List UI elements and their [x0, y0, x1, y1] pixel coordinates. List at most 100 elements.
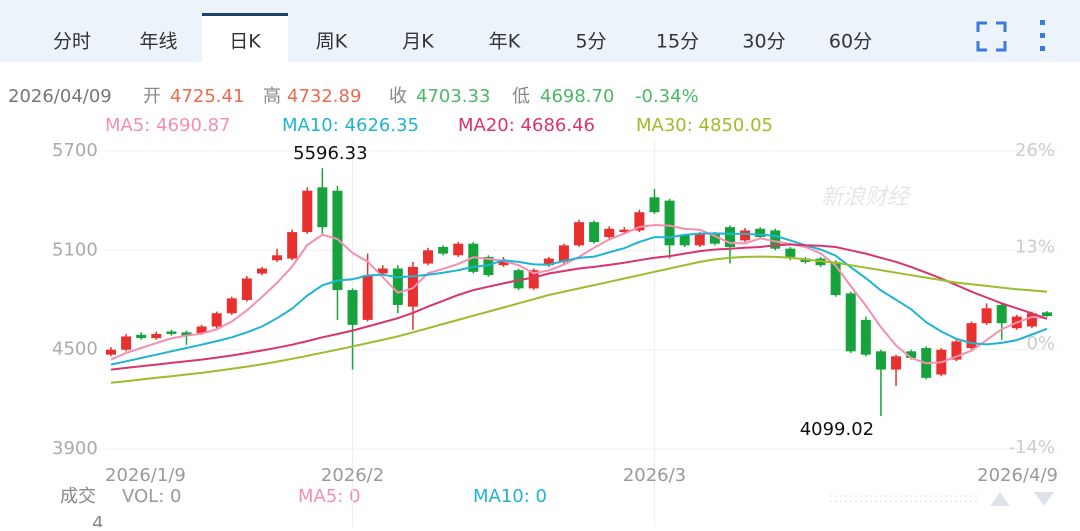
y2-tick-label: 0% [1026, 333, 1055, 354]
candle-body [106, 349, 116, 355]
y2-tick-label: -14% [1008, 437, 1055, 458]
candle-body [694, 233, 705, 246]
candle-body [755, 228, 766, 238]
quote-label: 高 [263, 86, 281, 107]
candle-body [679, 235, 690, 246]
tab[interactable]: 30分 [742, 31, 785, 53]
candle-body [649, 197, 660, 213]
fullscreen-icon[interactable] [976, 21, 1007, 52]
volume-value: VOL: 0 [122, 486, 181, 507]
quote-value: 4703.33 [416, 86, 490, 107]
y-tick-label: 5100 [52, 239, 98, 260]
x-tick-label: 2026/3 [623, 465, 686, 486]
tab[interactable]: 分时 [53, 31, 91, 53]
candle-body [966, 323, 977, 349]
candle-body [589, 222, 600, 243]
legend-entry: MA30: 4850.05 [636, 115, 773, 136]
tab[interactable]: 5分 [575, 31, 606, 53]
grid [105, 140, 1058, 527]
active-tab-border [202, 13, 288, 16]
quote-label: 低 [512, 86, 530, 107]
x-tick-label: 2026/4/9 [977, 465, 1058, 486]
tab[interactable]: 15分 [656, 31, 699, 53]
candle-body [121, 336, 132, 350]
candle-body [634, 212, 645, 231]
candle-body [438, 246, 449, 254]
candle-body [951, 341, 962, 360]
candle-body [770, 230, 781, 249]
candle-body [332, 190, 343, 291]
candle-body [453, 243, 464, 256]
candle-body [996, 304, 1007, 324]
candle-body [392, 268, 403, 305]
candle-body [302, 190, 313, 233]
y2-tick-label: 13% [1015, 237, 1055, 258]
candle-body [196, 326, 207, 334]
volume-ma5: MA5: 0 [298, 486, 361, 507]
y2-tick-label: 26% [1015, 140, 1055, 161]
candle-body [906, 351, 917, 358]
volume-label: 成交 [60, 486, 96, 507]
active-tab [202, 13, 288, 62]
candle-body [830, 261, 841, 296]
quote-label: 开 [143, 86, 161, 107]
legend-entry: MA5: 4690.87 [105, 115, 231, 136]
tab[interactable]: 日K [229, 31, 261, 53]
x-tick-label: 2026/1/9 [105, 465, 186, 486]
candle-body [619, 229, 630, 233]
tab[interactable]: 年K [489, 31, 521, 53]
candle-body [256, 268, 267, 274]
candle-body [377, 268, 388, 274]
candle-body [664, 200, 675, 246]
candle-body [362, 275, 373, 320]
candle-body [845, 293, 856, 352]
x-tick-label: 2026/2 [321, 465, 384, 486]
y-tick-label: 3900 [52, 438, 98, 459]
tab[interactable]: 60分 [829, 31, 872, 53]
tab[interactable]: 周K [316, 31, 348, 53]
tab[interactable]: 年线 [139, 31, 177, 53]
candle-body [604, 228, 615, 238]
quote-label: 收 [389, 86, 407, 107]
candle-body [875, 351, 886, 370]
ma-line [110, 255, 1048, 384]
candle-body [166, 331, 177, 334]
candle-body [241, 278, 252, 300]
candle-body [226, 298, 237, 314]
volume-axis-label: 4 [92, 513, 103, 527]
candle-body [709, 233, 720, 244]
annotation: 4099.02 [800, 419, 874, 440]
legend-entry: MA10: 4626.35 [282, 115, 419, 136]
candle-body [785, 248, 796, 257]
watermark: 新浪财经 [821, 185, 911, 210]
candle-body [136, 334, 147, 339]
candle-body [151, 333, 162, 339]
candle-body [740, 230, 751, 241]
candle-body [558, 245, 569, 262]
candle-body [860, 319, 871, 355]
candle-body [211, 313, 222, 327]
candle-body [981, 308, 992, 324]
candle-body [574, 222, 584, 246]
candle-body [272, 255, 283, 261]
tab-bar [0, 0, 1080, 62]
y-tick-label: 5700 [52, 140, 98, 161]
legend-entry: MA20: 4686.46 [458, 115, 595, 136]
quote-date: 2026/04/09 [8, 86, 112, 107]
menu-icon[interactable] [1040, 20, 1045, 51]
candle-body [181, 332, 192, 336]
candle-body [543, 258, 554, 266]
quote-change: -0.34% [635, 86, 699, 107]
scroll-controls[interactable] [830, 492, 1054, 506]
y-tick-label: 4500 [52, 339, 98, 360]
candle-body [1026, 313, 1037, 327]
annotation: 5596.33 [293, 143, 367, 164]
quote-value: 4725.41 [170, 86, 244, 107]
candle-body [724, 227, 735, 247]
candle-body [498, 260, 509, 266]
candle-body [317, 187, 328, 228]
candle-body [423, 250, 434, 264]
tab[interactable]: 月K [402, 31, 434, 53]
